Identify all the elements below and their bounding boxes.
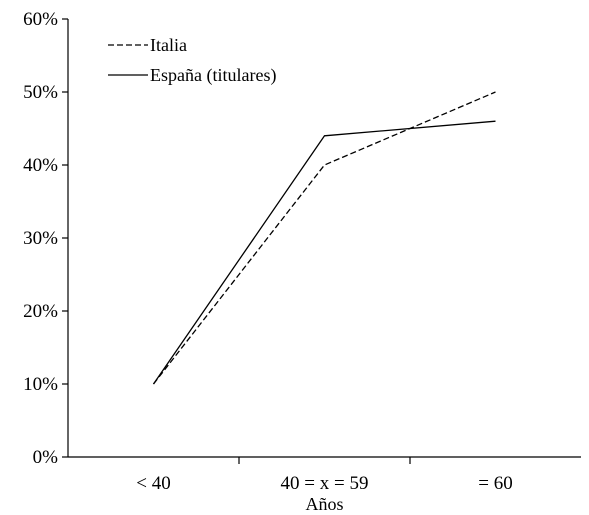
y-tick-label: 50%	[23, 82, 58, 103]
y-tick-label: 0%	[33, 447, 59, 468]
y-tick-label: 20%	[23, 301, 58, 322]
y-tick-label: 60%	[23, 9, 58, 30]
x-tick-label: = 60	[478, 473, 512, 494]
y-tick-label: 30%	[23, 228, 58, 249]
legend-label: España (titulares)	[150, 65, 276, 86]
series-layer	[152, 91, 496, 385]
legend: Italia España (titulares)	[108, 35, 276, 86]
x-ticks: < 40 40 = x = 59 = 60	[136, 457, 513, 494]
legend-label: Italia	[150, 35, 187, 55]
x-tick-label: 40 = x = 59	[281, 473, 369, 494]
x-axis-title: Años	[305, 494, 343, 514]
y-tick-label: 10%	[23, 374, 58, 395]
y-tick-label: 40%	[23, 155, 58, 176]
series-line-espana	[152, 120, 496, 385]
series-line-italia	[152, 91, 496, 385]
x-tick-label: < 40	[136, 473, 170, 494]
axes	[67, 19, 581, 458]
y-ticks: 0% 10% 20% 30% 40% 50% 60%	[23, 9, 68, 468]
